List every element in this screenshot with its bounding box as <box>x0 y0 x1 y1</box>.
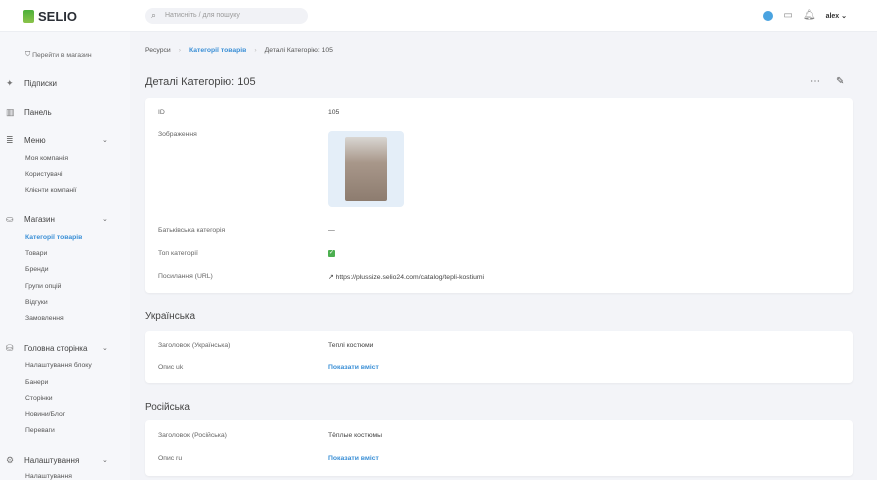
page-title: Деталі Категорію: 105 <box>145 76 256 88</box>
menu-icon: ≣ <box>6 135 14 145</box>
top-label: Топ категорії <box>158 250 198 257</box>
sidebar-item[interactable]: Новини/Блог <box>25 411 66 418</box>
breadcrumb: Ресурси › Категорії товарів › Деталі Катег… <box>145 47 333 54</box>
gear-icon: ⚙ <box>6 455 15 465</box>
bag-icon: ⛀ <box>6 214 14 224</box>
ukrainian-card: Заголовок (Українська) Теплі костюми Опи… <box>145 331 853 383</box>
link-icon: ↗ <box>328 274 336 281</box>
chevron-down-icon[interactable]: ⌄ <box>102 457 108 464</box>
breadcrumb-item[interactable]: Категорії товарів <box>188 47 247 54</box>
image-label: Зображення <box>158 131 197 138</box>
chart-icon: ▥ <box>6 107 15 117</box>
sidebar-item[interactable]: Сторінки <box>25 395 53 402</box>
home-page-icon: ⛁ <box>6 343 14 353</box>
chevron-down-icon[interactable]: ⌄ <box>102 345 108 352</box>
sidebar-group-menu[interactable]: ≣ Меню <box>6 135 46 145</box>
edit-icon[interactable]: ✎ <box>836 76 845 87</box>
user-menu[interactable]: alex ⌄ <box>825 12 847 20</box>
id-value: 105 <box>328 109 340 116</box>
sidebar-item[interactable]: Банери <box>25 379 49 386</box>
show-content-link[interactable]: Показати вміст <box>328 455 379 462</box>
chevron-down-icon[interactable]: ⌄ <box>102 137 108 144</box>
description-label: Опис ru <box>158 455 183 462</box>
sidebar-group-home[interactable]: ⛁ Головна сторінка <box>6 343 88 353</box>
url-label: Посилання (URL) <box>158 273 213 280</box>
section-title-ukrainian: Українська <box>145 311 196 322</box>
search-icon: ⌕ <box>151 10 157 20</box>
sidebar <box>0 32 130 480</box>
top-bar: SELIO ⌕ Натисніть / для пошуку ▭ 🔔︎ alex … <box>0 0 877 32</box>
sidebar-group-settings[interactable]: ⚙ Налаштування <box>6 455 80 465</box>
product-photo <box>345 137 387 201</box>
sidebar-item[interactable]: Групи опцій <box>25 283 62 290</box>
sidebar-item[interactable]: Моя компанія <box>25 155 68 162</box>
logo-icon <box>23 10 34 23</box>
heading-value: Теплі костюми <box>328 342 374 349</box>
sparkle-icon: ✦ <box>6 78 14 88</box>
sidebar-item[interactable]: Налаштування блоку <box>25 362 92 369</box>
id-label: ID <box>158 109 165 116</box>
language-icon[interactable] <box>763 10 774 21</box>
section-title-russian: Російська <box>145 402 190 413</box>
go-to-store-link[interactable]: ⛉ Перейти в магазин <box>25 51 92 59</box>
breadcrumb-item[interactable]: Ресурси <box>145 47 171 54</box>
category-image[interactable] <box>328 131 404 207</box>
russian-card: Заголовок (Російська) Тёплые костюмы Опи… <box>145 420 853 476</box>
show-content-link[interactable]: Показати вміст <box>328 364 379 371</box>
sidebar-item[interactable]: Налаштування <box>25 473 72 480</box>
sidebar-group-store[interactable]: ⛀ Магазин <box>6 214 55 224</box>
heading-label: Заголовок (Російська) <box>158 432 227 439</box>
breadcrumb-current: Деталі Категорію: 105 <box>264 47 333 54</box>
sidebar-item[interactable]: Користувачі <box>25 171 63 178</box>
search-input[interactable]: ⌕ Натисніть / для пошуку <box>145 8 308 24</box>
heading-label: Заголовок (Українська) <box>158 342 231 349</box>
logo[interactable]: SELIO <box>23 9 77 24</box>
details-card: ID 105 Зображення Батьківська категорія … <box>145 98 853 293</box>
bell-icon[interactable]: 🔔︎ <box>802 10 816 21</box>
parent-label: Батьківська категорія <box>158 227 226 234</box>
more-icon[interactable]: ⋯ <box>810 76 820 87</box>
sidebar-item[interactable]: Відгуки <box>25 299 48 306</box>
sidebar-item-subscriptions[interactable]: ✦ Підписки <box>6 78 57 88</box>
sidebar-item[interactable]: Замовлення <box>25 315 64 322</box>
sidebar-item[interactable]: Бренди <box>25 266 49 273</box>
sidebar-item[interactable]: Товари <box>25 250 48 257</box>
store-icon: ⛉ <box>25 51 31 58</box>
sidebar-item-categories[interactable]: Категорії товарів <box>25 234 83 241</box>
url-link[interactable]: ↗ https://plussize.selio24.com/catalog/t… <box>328 274 485 281</box>
chevron-down-icon[interactable]: ⌄ <box>102 216 108 223</box>
sidebar-item[interactable]: Клієнти компанії <box>25 187 77 194</box>
sidebar-item[interactable]: Переваги <box>25 427 55 434</box>
description-label: Опис uk <box>158 364 184 371</box>
parent-value: — <box>328 227 335 234</box>
checkbox-checked-icon: ✓ <box>328 250 335 257</box>
heading-value: Тёплые костюмы <box>328 432 383 439</box>
monitor-icon[interactable]: ▭ <box>783 10 793 21</box>
sidebar-item-dashboard[interactable]: ▥ Панель <box>6 107 52 117</box>
